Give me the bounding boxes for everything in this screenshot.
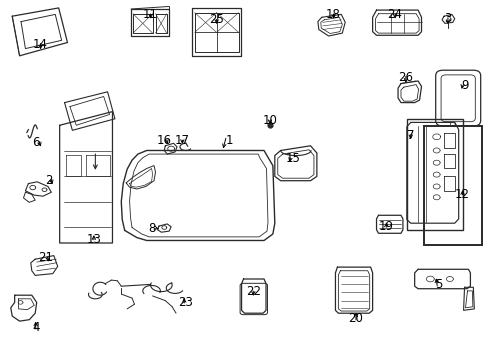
Text: 13: 13 xyxy=(86,233,101,246)
Text: 22: 22 xyxy=(245,285,260,298)
Bar xyxy=(406,119,462,230)
Text: 7: 7 xyxy=(406,129,414,141)
Text: 6: 6 xyxy=(32,136,40,149)
Text: 11: 11 xyxy=(143,8,158,21)
Text: 24: 24 xyxy=(387,8,402,21)
Text: 23: 23 xyxy=(178,296,193,309)
Text: 9: 9 xyxy=(460,79,468,92)
Text: 10: 10 xyxy=(262,114,277,127)
Text: 16: 16 xyxy=(157,134,171,147)
Text: 2: 2 xyxy=(45,174,53,186)
Text: 17: 17 xyxy=(175,134,189,147)
Text: 12: 12 xyxy=(454,188,469,201)
Text: 21: 21 xyxy=(38,251,53,264)
Text: 5: 5 xyxy=(434,278,442,291)
Text: 8: 8 xyxy=(147,222,155,235)
Text: 3: 3 xyxy=(443,12,451,25)
Text: 25: 25 xyxy=(209,13,224,26)
Text: 15: 15 xyxy=(285,152,300,165)
Bar xyxy=(424,126,481,245)
Text: 20: 20 xyxy=(348,312,363,325)
Text: 14: 14 xyxy=(33,38,48,51)
Text: 19: 19 xyxy=(378,220,393,233)
Text: 1: 1 xyxy=(225,134,233,147)
Text: 4: 4 xyxy=(32,321,40,334)
Text: 18: 18 xyxy=(325,8,340,21)
Text: 26: 26 xyxy=(398,71,412,84)
